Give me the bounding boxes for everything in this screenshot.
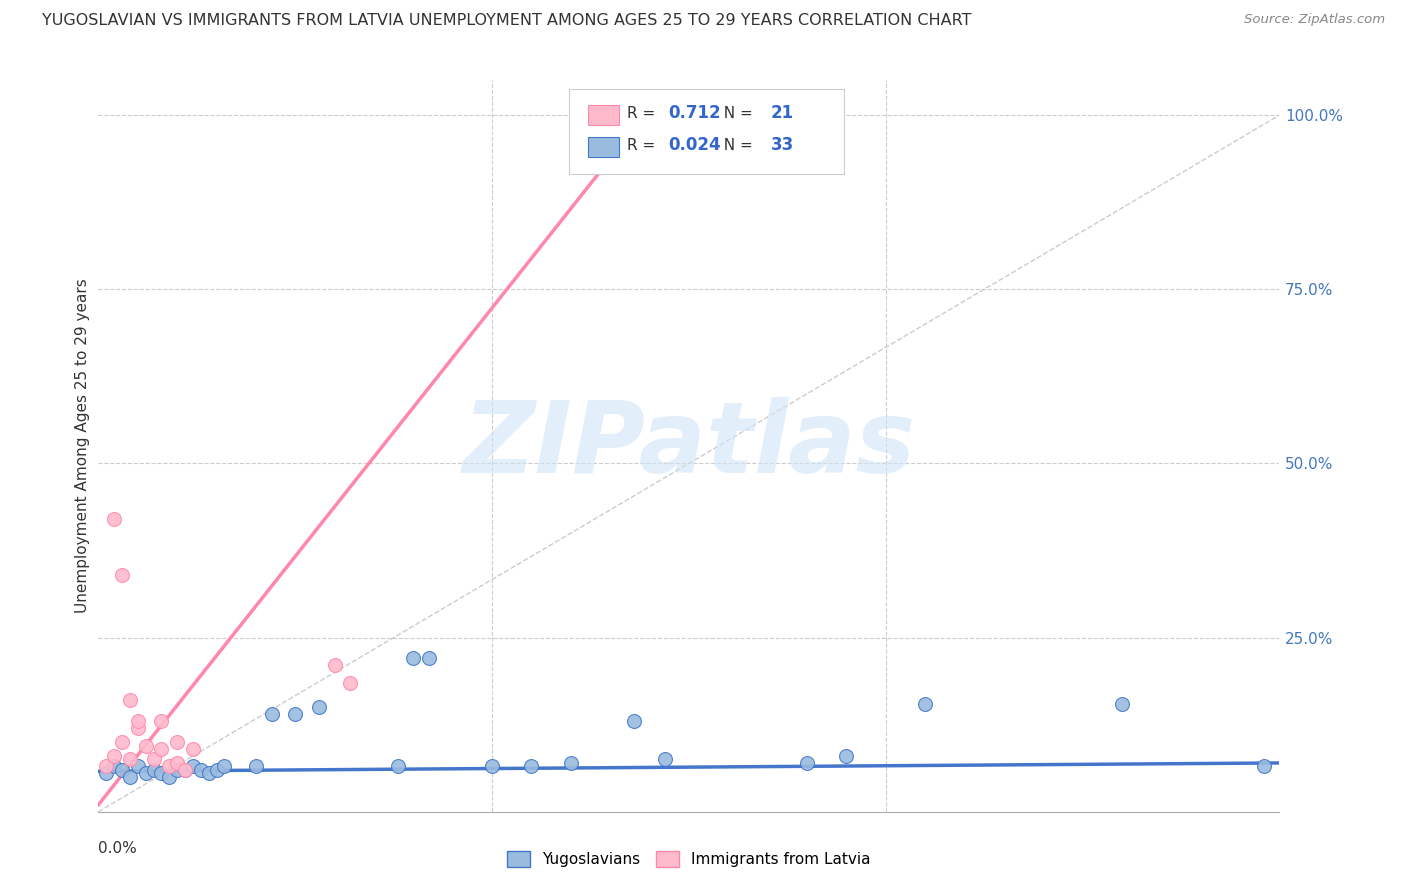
Point — [623, 714, 645, 728]
Y-axis label: Unemployment Among Ages 25 to 29 years: Unemployment Among Ages 25 to 29 years — [75, 278, 90, 614]
Point — [118, 752, 141, 766]
Point — [166, 735, 188, 749]
Point — [308, 700, 330, 714]
Text: R =: R = — [627, 138, 661, 153]
Text: N =: N = — [714, 138, 758, 153]
Point — [127, 714, 149, 728]
Point — [796, 756, 818, 770]
Point — [111, 567, 134, 582]
Text: N =: N = — [714, 106, 758, 120]
Point — [174, 763, 197, 777]
Point — [118, 693, 141, 707]
Point — [190, 763, 212, 777]
Point — [103, 512, 125, 526]
Point — [150, 714, 173, 728]
Point — [181, 742, 204, 756]
Point — [245, 759, 267, 773]
Point — [575, 128, 598, 143]
Point — [111, 735, 134, 749]
Point — [166, 763, 188, 777]
Text: R =: R = — [627, 106, 661, 120]
Text: 33: 33 — [770, 136, 794, 154]
Point — [103, 759, 125, 773]
Point — [402, 651, 425, 665]
Point — [127, 759, 149, 773]
Point — [96, 759, 118, 773]
Point — [914, 697, 936, 711]
Point — [1111, 697, 1133, 711]
Point — [157, 759, 180, 773]
Point — [142, 763, 165, 777]
Point — [835, 749, 858, 764]
Point — [481, 759, 503, 773]
Point — [323, 658, 346, 673]
Point — [135, 739, 157, 753]
Legend: Yugoslavians, Immigrants from Latvia: Yugoslavians, Immigrants from Latvia — [501, 846, 877, 873]
Point — [174, 763, 197, 777]
Point — [560, 756, 582, 770]
Point — [135, 766, 157, 780]
Point — [166, 756, 188, 770]
Point — [150, 742, 173, 756]
Point — [103, 749, 125, 764]
Point — [214, 759, 236, 773]
Point — [205, 763, 228, 777]
Text: ZIPatlas: ZIPatlas — [463, 398, 915, 494]
Text: YUGOSLAVIAN VS IMMIGRANTS FROM LATVIA UNEMPLOYMENT AMONG AGES 25 TO 29 YEARS COR: YUGOSLAVIAN VS IMMIGRANTS FROM LATVIA UN… — [42, 13, 972, 29]
Point — [181, 759, 204, 773]
Point — [260, 707, 283, 722]
Point — [339, 676, 361, 690]
Point — [157, 770, 180, 784]
Text: Source: ZipAtlas.com: Source: ZipAtlas.com — [1244, 13, 1385, 27]
Point — [96, 766, 118, 780]
Point — [111, 763, 134, 777]
Text: 21: 21 — [770, 104, 793, 122]
Point — [654, 752, 676, 766]
Point — [150, 766, 173, 780]
Point — [1253, 759, 1275, 773]
Point — [127, 721, 149, 735]
Text: 0.0%: 0.0% — [98, 841, 138, 856]
Point — [520, 759, 543, 773]
Point — [197, 766, 219, 780]
Point — [118, 770, 141, 784]
Point — [142, 752, 165, 766]
Text: 0.712: 0.712 — [668, 104, 720, 122]
Text: 0.024: 0.024 — [668, 136, 720, 154]
Point — [387, 759, 409, 773]
Point — [284, 707, 307, 722]
Point — [418, 651, 440, 665]
